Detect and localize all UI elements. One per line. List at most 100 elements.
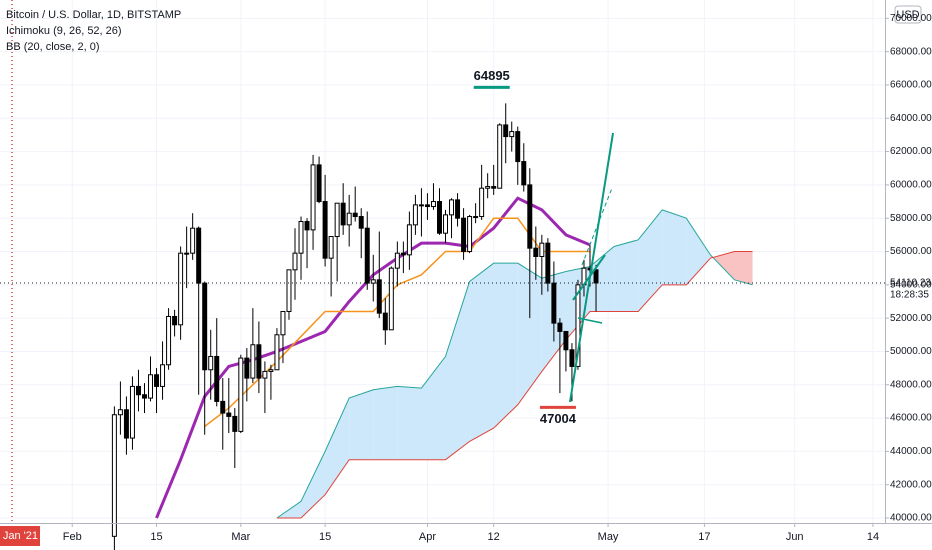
cloud-fill [517,263,542,405]
cloud-fill [469,263,494,442]
candle-body [262,370,268,379]
y-tick-label: 44000.00 [890,446,932,457]
cloud-fill [373,386,398,460]
candle-body [328,236,334,259]
candle-body [370,279,376,284]
candle-body [388,267,394,331]
candle-body [467,216,473,253]
plot-area: 64895 47004 [0,0,885,550]
y-tick-label: 68000.00 [890,46,932,57]
candle-body [545,242,551,284]
candle-body [166,315,172,366]
candle-body [364,227,370,284]
candle-body [292,252,298,271]
candle-body [135,385,141,396]
cloud-fill [445,281,470,460]
candle-body [479,187,485,218]
candle-body [557,322,563,332]
cloud-fill [325,398,350,495]
candle-body [117,409,123,416]
candle-body [497,124,503,189]
y-tick-label: 58000.00 [890,213,932,224]
span-a-line [276,209,753,519]
candle-body [515,131,521,163]
currency-badge[interactable] [894,5,922,24]
x-tick-label: 15 [319,531,331,543]
candle-body [449,199,455,216]
candle-body [575,284,581,367]
candle-body [551,282,557,324]
y-tick-label: 66000.00 [890,80,932,91]
candle-body [154,374,160,387]
candle-body [376,279,382,314]
cloud-fill [421,356,446,460]
trend-channel [569,132,614,403]
candle-body [214,355,220,402]
indicator-label: BB (20, close, 2, 0) [6,41,100,53]
candle-body [358,216,364,229]
candle-body [473,216,479,219]
span-b-line [276,251,753,519]
x-tick-label: Jun [786,531,804,543]
cloud-fill [710,251,735,280]
candle-body [569,349,575,367]
candle-body [400,252,406,256]
candle-body [412,204,418,226]
candle-body [111,414,117,537]
x-tick-label: Feb [63,531,82,543]
candle-body [334,202,340,238]
candle-body [382,312,388,331]
candle-body [160,364,166,387]
y-tick-label: 48000.00 [890,379,932,390]
candle-body [310,164,316,231]
candle-body [461,217,467,253]
candle-body [340,202,346,226]
candle-body [304,221,310,231]
last-price-label: 54110.23 [890,278,931,289]
y-tick-label: 56000.00 [890,246,932,257]
countdown-label: 18:28:35 [890,290,929,301]
candle-body [533,247,539,258]
candle-body [539,242,545,258]
candle-body [563,330,569,351]
candle-body [129,385,135,439]
annotation-label: 47004 [540,411,577,426]
candle-body [298,221,304,254]
cloud-fill [301,451,326,519]
candle-body [443,214,448,234]
candle-body [148,374,153,399]
candle-body [437,201,442,234]
x-tick-label: 12 [488,531,500,543]
y-tick-label: 62000.00 [890,146,932,157]
candle-body [527,184,533,249]
candle-body [196,227,202,284]
cloud-fill [638,209,663,312]
candle-body [286,269,292,312]
cloud-fill [662,209,687,285]
candle-body [268,369,274,372]
candle-body [491,186,497,189]
candle-body [394,252,400,269]
y-tick-label: 46000.00 [890,413,932,424]
chart-title: Bitcoin / U.S. Dollar, 1D, BITSTAMP [6,9,181,21]
x-tick-label: 15 [150,531,162,543]
candle-body [238,357,244,432]
y-tick-label: 70000.00 [890,13,932,24]
y-tick-label: 50000.00 [890,346,932,357]
y-tick-label: 42000.00 [890,479,932,490]
cloud-fill [349,389,374,460]
currency-label[interactable]: USD [896,9,919,21]
annotation-label: 64895 [474,68,510,83]
cursor-badge [0,526,40,546]
y-tick-label: 54000.00 [890,279,932,290]
x-tick-label: Apr [419,531,436,543]
cloud-fill [734,251,753,285]
candle-body [509,131,515,138]
candle-body [190,227,196,254]
candle-body [202,282,208,371]
candle-body [316,164,322,203]
candle-body [142,394,147,399]
candle-body [406,224,412,256]
candle-body [123,409,129,439]
